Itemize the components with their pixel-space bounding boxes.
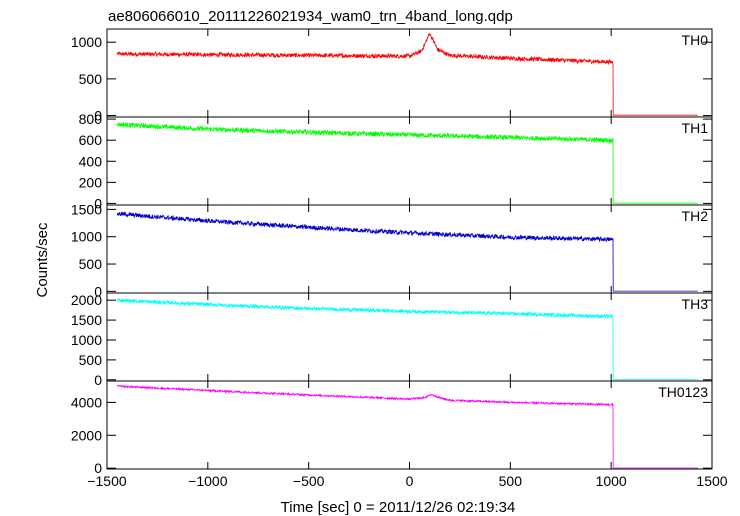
panel-th1: 0 200 400 600 800 TH1 (79, 111, 713, 211)
series-th1 (116, 121, 698, 204)
y-tick-label: 1000 (71, 34, 102, 50)
y-tick-label: 1000 (71, 332, 102, 348)
panel-label: TH2 (682, 208, 709, 224)
panel-th0: 0 500 1000 TH0 (71, 28, 713, 124)
x-tick-label: 500 (499, 473, 523, 489)
x-tick-label: −1000 (188, 473, 228, 489)
y-tick-label: 0 (94, 372, 102, 388)
y-tick-label: 500 (79, 256, 103, 272)
y-tick-label: 400 (79, 153, 103, 169)
y-tick-label: 600 (79, 132, 103, 148)
panel-th0123: 0 2000 4000 TH0123 (71, 380, 713, 476)
y-axis-label: Counts/sec (34, 222, 51, 298)
panel-th3: 0 500 1000 1500 2000 TH3 (71, 292, 713, 388)
y-tick-label: 0 (94, 108, 102, 124)
panel-frame (106, 116, 713, 206)
series-th2 (116, 211, 698, 292)
x-tick-label: 1000 (596, 473, 627, 489)
y-tick-label: 0 (94, 460, 102, 476)
x-tick-label: 0 (406, 473, 414, 489)
y-tick-label: 1500 (71, 201, 102, 217)
y-tick-label: 0 (94, 283, 102, 299)
x-tick-label: −500 (293, 473, 325, 489)
y-tick-label: 500 (79, 71, 103, 87)
series-th0 (116, 33, 698, 116)
y-tick-label: 4000 (71, 394, 102, 410)
panel-frame (106, 380, 713, 470)
y-tick-label: 800 (79, 111, 103, 127)
y-tick-label: 2000 (71, 427, 102, 443)
y-tick-label: 500 (79, 352, 103, 368)
panel-label: TH0 (682, 32, 709, 48)
chart-title: ae806066010_20111226021934_wam0_trn_4ban… (108, 8, 513, 25)
x-tick-label: 1500 (696, 473, 727, 489)
panel-frame (106, 292, 713, 382)
panel-frame (106, 28, 713, 118)
panel-label: TH3 (682, 296, 709, 312)
x-tick-label: −1500 (87, 473, 127, 489)
panel-label: TH1 (682, 120, 709, 136)
series-th0123 (116, 384, 698, 469)
panels-group: 0 500 1000 TH0 0 200 400 600 800 TH1 0 500 1000 1500 T… (71, 28, 728, 489)
series-th3 (116, 297, 698, 380)
x-axis-label: Time [sec] 0 = 2011/12/26 02:19:34 (281, 499, 516, 516)
y-tick-label: 200 (79, 174, 103, 190)
y-tick-label: 1000 (71, 229, 102, 245)
panel-th2: 0 500 1000 1500 TH2 (71, 201, 713, 299)
y-tick-label: 2000 (71, 292, 102, 308)
y-tick-label: 1500 (71, 312, 102, 328)
y-tick-label: 0 (94, 195, 102, 211)
panel-label: TH0123 (658, 384, 708, 400)
